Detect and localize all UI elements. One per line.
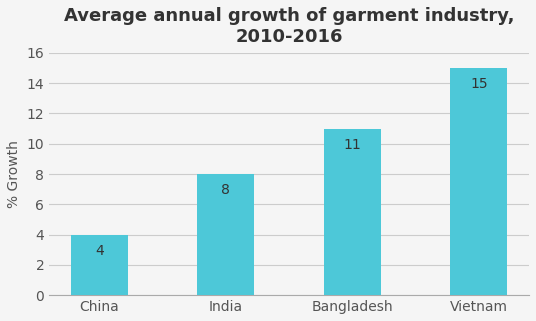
Bar — [324, 129, 381, 295]
Text: 4: 4 — [95, 244, 104, 258]
Bar — [71, 235, 128, 295]
Bar — [450, 68, 507, 295]
Y-axis label: % Growth: % Growth — [7, 140, 21, 208]
Bar — [197, 174, 254, 295]
Text: 15: 15 — [470, 77, 488, 91]
Title: Average annual growth of garment industry,
2010-2016: Average annual growth of garment industr… — [64, 7, 515, 46]
Text: 11: 11 — [344, 138, 361, 152]
Text: 8: 8 — [221, 183, 230, 197]
